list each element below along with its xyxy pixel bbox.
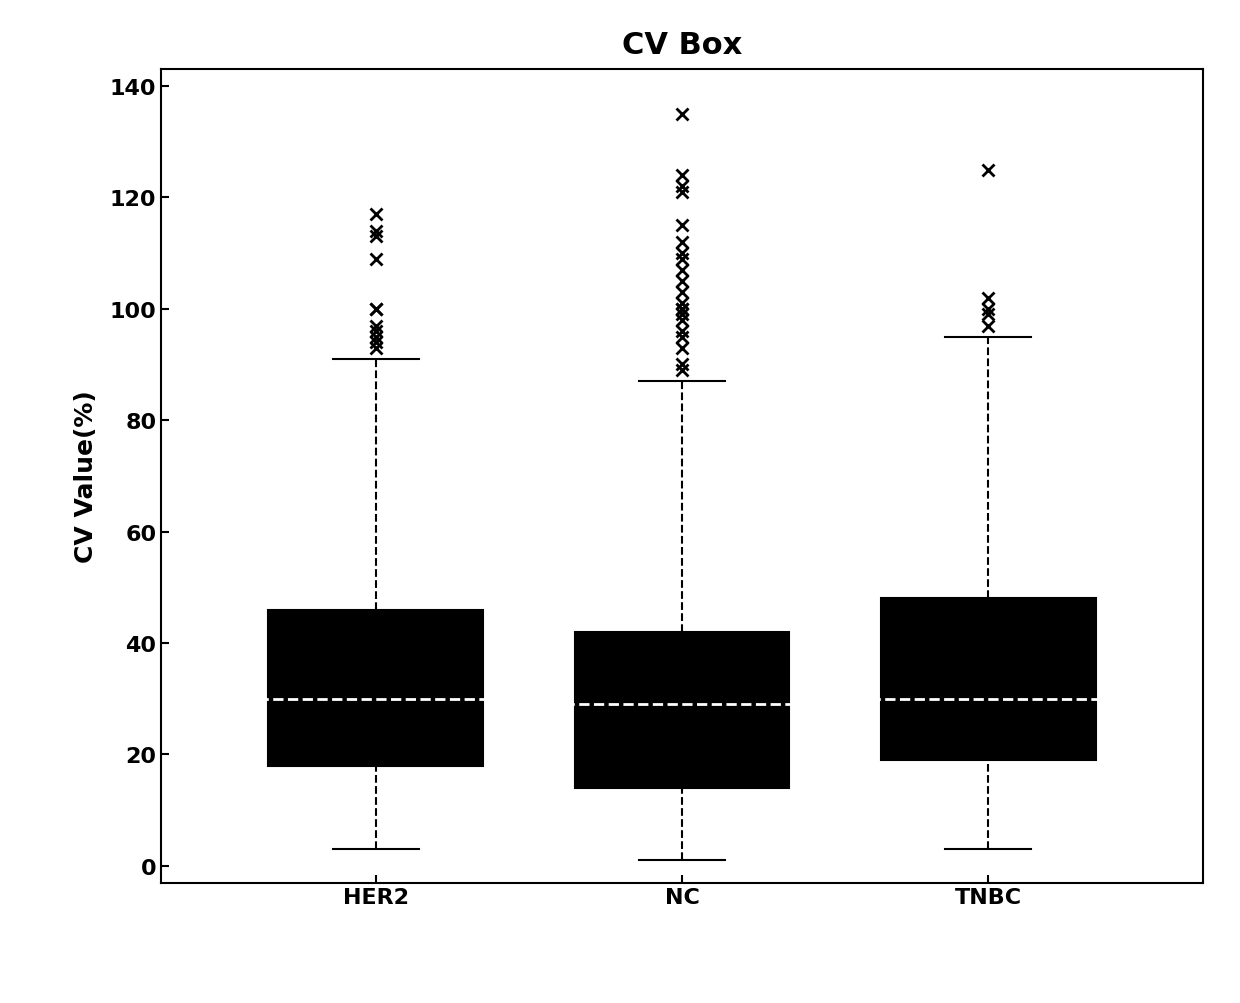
Y-axis label: CV Value(%): CV Value(%) — [74, 390, 98, 563]
Bar — [575, 632, 789, 788]
Bar — [882, 599, 1096, 760]
Bar — [268, 610, 482, 765]
Title: CV Box: CV Box — [622, 30, 742, 59]
